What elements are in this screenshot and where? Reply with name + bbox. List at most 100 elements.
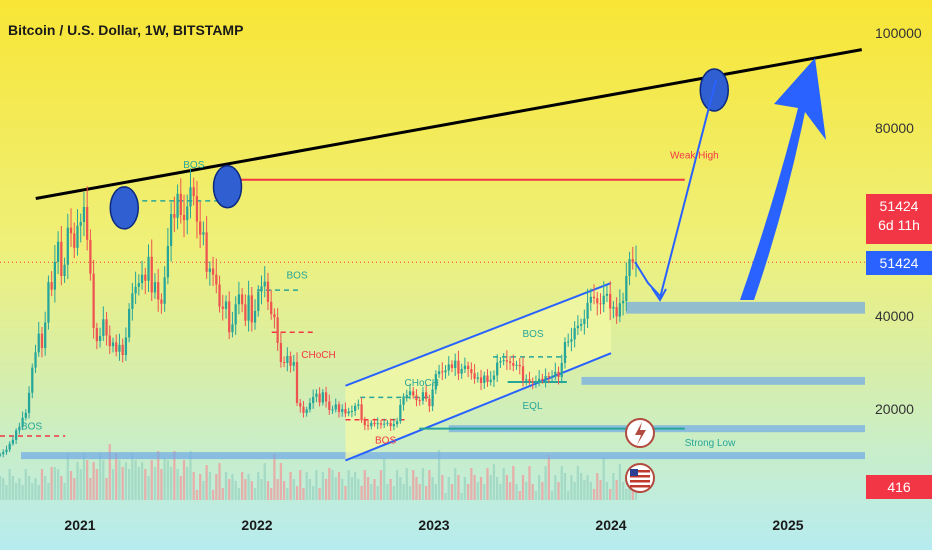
annotation-labels: BOS BOS BOS CHoCH CHoCH BOS BOS EQL Weak High Str…: [21, 151, 736, 449]
volume-bar: [253, 488, 257, 500]
candle-body: [163, 277, 166, 304]
candle-body: [512, 362, 515, 366]
volume-bar: [563, 473, 567, 500]
candle-body: [318, 393, 321, 403]
volume-bar: [508, 482, 512, 500]
volume-bar: [518, 491, 521, 500]
candle-body: [186, 206, 189, 221]
candle-body: [628, 259, 631, 277]
volume-bar: [27, 476, 31, 500]
volume-bar: [389, 479, 392, 500]
volume-bar: [609, 489, 612, 500]
candle-body: [360, 404, 363, 421]
candle-body: [199, 221, 202, 235]
candle-body: [405, 395, 408, 397]
volume-bar: [415, 477, 418, 500]
volume-bar: [66, 453, 69, 500]
candle-body: [27, 392, 31, 413]
volume-bar: [602, 457, 605, 500]
chart-title: Bitcoin / U.S. Dollar, 1W, BITSTAMP: [8, 22, 244, 38]
candle-body: [576, 325, 580, 329]
candle-body: [321, 392, 324, 403]
candle-body: [557, 371, 560, 377]
channel-fill: [345, 283, 611, 461]
candle-body: [625, 276, 628, 301]
candle-body: [147, 256, 150, 281]
candle-body: [92, 273, 95, 329]
volume-bar: [115, 453, 118, 500]
y-tick-label: 20000: [875, 401, 914, 417]
volume-bar: [118, 460, 121, 500]
candles: [0, 168, 638, 458]
volume-bar: [140, 462, 144, 500]
volume-bar: [421, 468, 425, 500]
volume-bar: [47, 483, 50, 500]
candle-body: [621, 300, 625, 304]
candle-body: [305, 409, 308, 413]
candle-body: [292, 362, 295, 366]
candle-body: [518, 364, 521, 367]
volume-bar: [350, 477, 354, 500]
volume-bar: [11, 476, 15, 500]
lightning-icon: [625, 418, 655, 448]
volume-bar: [189, 451, 192, 500]
candle-body: [483, 375, 486, 383]
volume-bar: [341, 479, 344, 500]
candle-body: [534, 381, 538, 383]
volume-bar: [567, 491, 570, 500]
volume-bar: [102, 460, 105, 500]
candle-body: [24, 412, 27, 418]
y-tick-label: 80000: [875, 120, 914, 136]
candle-body: [541, 378, 544, 381]
candle-body: [157, 282, 160, 300]
volume-bar: [583, 480, 586, 500]
volume-bar: [570, 475, 573, 500]
volume-bar: [128, 469, 131, 500]
candle-body: [521, 366, 525, 381]
annotation-label: BOS: [183, 160, 204, 171]
volume-bar: [625, 489, 628, 500]
x-tick-label: 2023: [418, 517, 449, 533]
candle-body: [308, 402, 312, 410]
candle-body: [95, 328, 98, 342]
candle-body: [5, 449, 8, 453]
volume-bar: [428, 470, 431, 500]
candle-body: [137, 283, 140, 287]
volume-bar: [357, 479, 360, 500]
volume-bar: [199, 474, 202, 500]
volume-bar: [399, 477, 402, 500]
volume-bar: [437, 450, 441, 500]
candle-body: [50, 282, 53, 290]
candle-body: [266, 281, 270, 302]
volume-bar: [144, 469, 147, 500]
volume-bar: [160, 469, 163, 500]
volume-bar: [289, 472, 292, 500]
volume-bar: [363, 470, 366, 500]
candle-body: [357, 404, 360, 406]
candle-body: [231, 324, 234, 333]
volume-bars: [0, 444, 638, 500]
volume-bar: [95, 469, 98, 500]
volume-bar: [231, 474, 234, 500]
volume-bar: [276, 479, 279, 500]
candle-body: [525, 379, 528, 381]
candle-body: [8, 443, 11, 450]
volume-bar: [292, 479, 295, 500]
volume-bar: [405, 468, 408, 500]
candle-body: [528, 379, 531, 382]
candle-body: [347, 411, 350, 414]
candle-body: [331, 409, 334, 411]
candle-body: [208, 268, 211, 272]
candle-body: [69, 227, 73, 234]
volume-bar: [412, 470, 415, 500]
volume-bar: [257, 472, 260, 500]
candle-body: [344, 409, 347, 414]
volume-bar: [360, 486, 363, 500]
x-tick-label: 2022: [241, 517, 272, 533]
volume-bar: [215, 474, 218, 500]
candle-body: [383, 423, 386, 425]
volume-bar: [489, 475, 492, 500]
candle-body: [334, 404, 337, 410]
